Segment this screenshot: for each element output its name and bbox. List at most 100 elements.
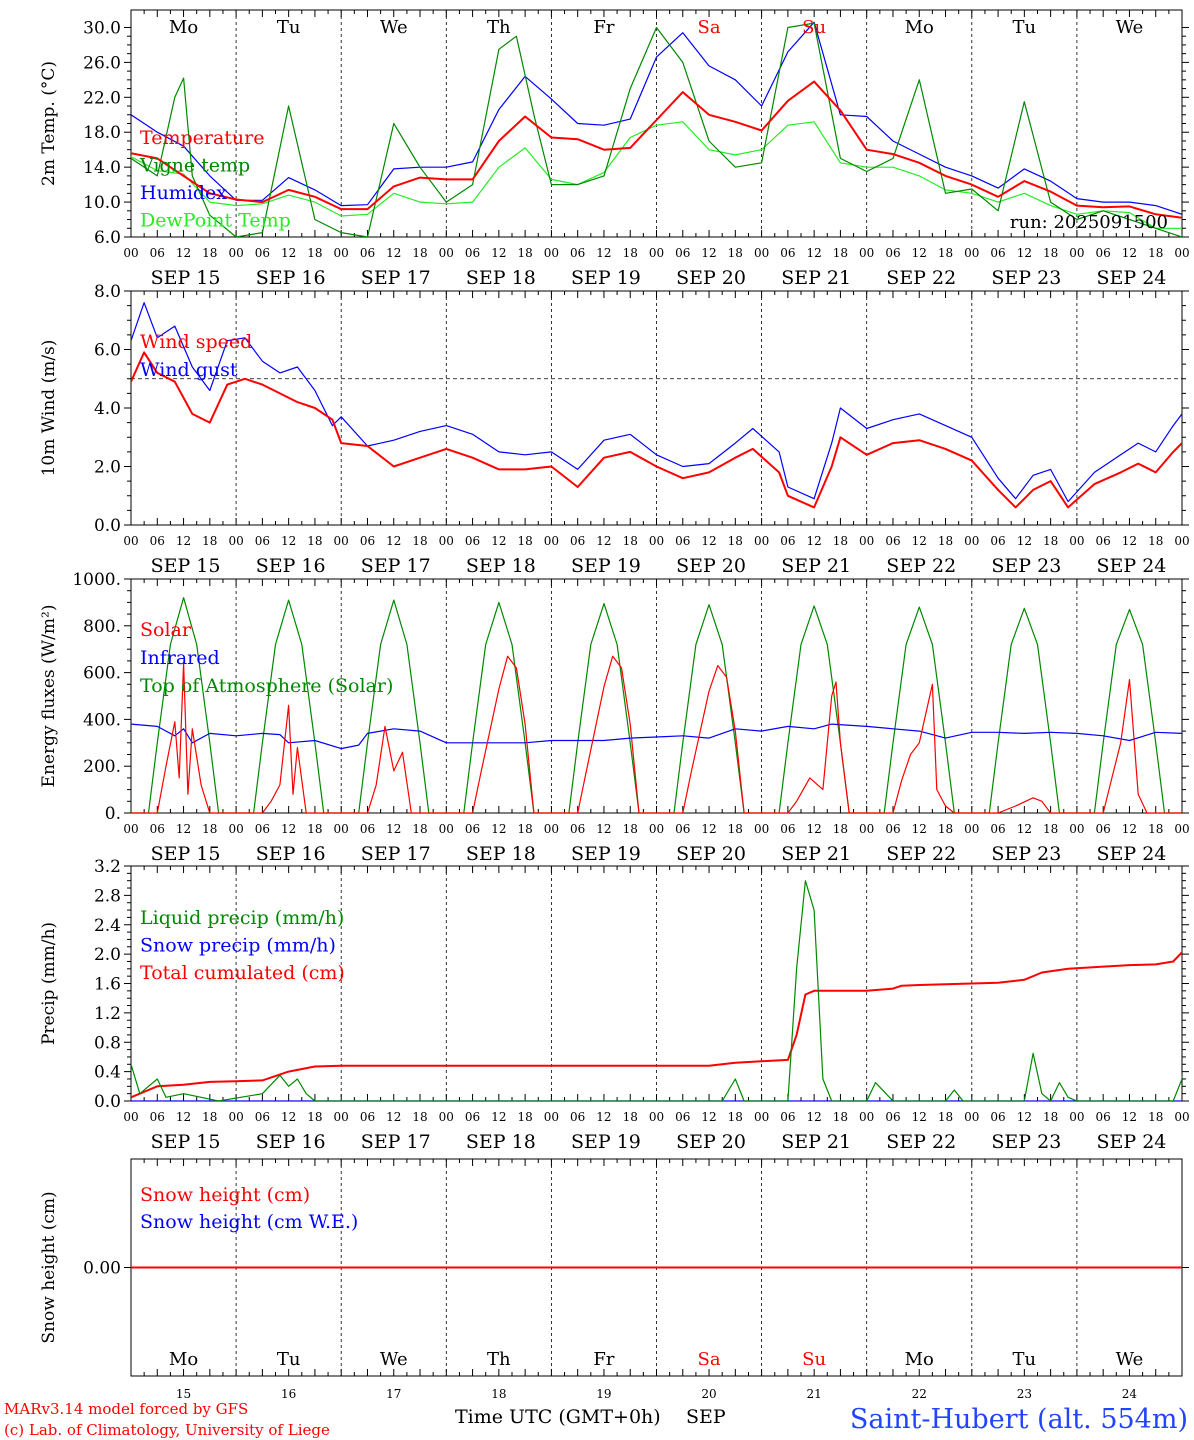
series-line (131, 80, 1182, 219)
hour-tick-label: 18 (1043, 246, 1058, 260)
date-label: SEP 24 (1097, 1131, 1167, 1153)
day-of-week-label: Mo (169, 1349, 198, 1370)
legend-entry: Liquid precip (mm/h) (140, 907, 344, 929)
y-tick-label: 30.0 (83, 18, 121, 38)
hour-tick-label: 00 (334, 1110, 349, 1124)
hour-tick-label: 00 (754, 246, 769, 260)
day-number-label: 20 (701, 1387, 716, 1401)
series-group (131, 597, 1182, 813)
day-of-week-label: We (1116, 1349, 1144, 1370)
hour-tick-label: 18 (1043, 534, 1058, 548)
y-tick-label: 2.0 (94, 945, 121, 965)
y-tick-label: 0.0 (94, 516, 121, 536)
day-number-label: 21 (807, 1387, 822, 1401)
y-tick-label: 6.0 (94, 341, 121, 361)
date-label: SEP 24 (1097, 843, 1167, 865)
station-title: Saint-Hubert (alt. 554m) (850, 1404, 1188, 1435)
hour-tick-label: 00 (228, 534, 243, 548)
y-tick-label: 0.00 (83, 1259, 121, 1279)
date-label: SEP 18 (466, 267, 536, 289)
date-label: SEP 24 (1097, 267, 1167, 289)
hour-tick-label: 12 (281, 1110, 296, 1124)
hour-tick-label: 00 (228, 246, 243, 260)
hour-tick-label: 00 (754, 534, 769, 548)
hour-tick-label: 18 (412, 534, 427, 548)
hour-tick-label: 12 (596, 534, 611, 548)
hour-tick-label: 12 (176, 534, 191, 548)
hour-tick-label: 00 (1069, 246, 1084, 260)
hour-tick-label: 18 (1148, 246, 1163, 260)
date-label: SEP 15 (151, 555, 221, 577)
hour-tick-label: 18 (1148, 1110, 1163, 1124)
y-tick-label: 6.0 (94, 228, 121, 248)
hour-tick-label: 06 (780, 822, 795, 836)
date-label: SEP 21 (781, 555, 851, 577)
hour-tick-label: 06 (150, 822, 165, 836)
day-of-week-label: Sa (698, 1349, 721, 1370)
y-tick-label: 600. (83, 664, 121, 684)
hour-tick-label: 00 (754, 1110, 769, 1124)
credit-line: (c) Lab. of Climatology, University of L… (4, 1421, 330, 1439)
y-tick-label: 2.8 (94, 886, 121, 906)
hour-tick-label: 18 (307, 1110, 322, 1124)
hour-tick-label: 00 (1069, 822, 1084, 836)
y-tick-label: 4.0 (94, 399, 121, 419)
date-label: SEP 16 (256, 1131, 326, 1153)
hour-tick-label: 00 (439, 1110, 454, 1124)
hour-tick-label: 00 (1174, 1110, 1189, 1124)
hour-tick-label: 00 (544, 246, 559, 260)
y-tick-label: 1.2 (94, 1004, 121, 1024)
hour-tick-label: 12 (912, 822, 927, 836)
date-label: SEP 16 (256, 555, 326, 577)
y-tick-label: 0.4 (94, 1063, 121, 1083)
date-label: SEP 18 (466, 555, 536, 577)
hour-tick-label: 06 (255, 534, 270, 548)
day-number-label: 19 (596, 1387, 611, 1401)
hour-tick-label: 12 (1017, 1110, 1032, 1124)
hour-tick-label: 18 (938, 1110, 953, 1124)
date-label: SEP 24 (1097, 555, 1167, 577)
day-number-label: 24 (1122, 1387, 1138, 1401)
hour-tick-label: 12 (1017, 534, 1032, 548)
hour-tick-label: 18 (517, 246, 532, 260)
series-group (131, 21, 1182, 237)
date-label: SEP 19 (571, 555, 641, 577)
day-of-week-label: Th (487, 1349, 511, 1370)
hour-tick-label: 12 (807, 534, 822, 548)
day-number-label: 22 (912, 1387, 927, 1401)
panel-3: 00 06 12 18 00 06 12 18 00 06 12 18 00 06 12 18 00 06 12 18… (39, 570, 1190, 865)
hour-tick-label: 06 (150, 1110, 165, 1124)
hour-tick-label: 18 (833, 822, 848, 836)
y-tick-label: 200. (83, 757, 121, 777)
hour-tick-label: 06 (675, 534, 690, 548)
hour-tick-label: 18 (938, 246, 953, 260)
hour-tick-label: 12 (1122, 822, 1137, 836)
hour-tick-label: 06 (360, 246, 375, 260)
hour-tick-label: 12 (176, 1110, 191, 1124)
hour-tick-label: 12 (701, 246, 716, 260)
legend-entry: Total cumulated (cm) (140, 962, 345, 984)
day-of-week-label: Tu (277, 1349, 301, 1370)
hour-tick-label: 18 (623, 246, 638, 260)
legend-entry: Solar (140, 619, 192, 641)
date-label: SEP 20 (676, 267, 746, 289)
hour-tick-label: 12 (176, 246, 191, 260)
run-label: run: 2025091500 (1010, 212, 1168, 233)
hour-tick-label: 00 (439, 822, 454, 836)
date-label: SEP 16 (256, 267, 326, 289)
hour-tick-label: 06 (990, 822, 1005, 836)
hour-tick-label: 00 (439, 534, 454, 548)
panel-4: 00 06 12 18 00 06 12 18 00 06 12 18 00 06 12 18 00 06 12 18… (39, 857, 1190, 1153)
date-label: SEP 22 (886, 267, 956, 289)
y-tick-label: 0. (105, 804, 121, 824)
hour-tick-label: 06 (360, 1110, 375, 1124)
hour-tick-label: 06 (1096, 246, 1111, 260)
date-label: SEP 15 (151, 843, 221, 865)
y-tick-label: 22.0 (83, 88, 121, 108)
hour-tick-label: 00 (1174, 822, 1189, 836)
date-label: SEP 16 (256, 843, 326, 865)
date-label: SEP 15 (151, 1131, 221, 1153)
hour-tick-label: 00 (649, 822, 664, 836)
date-label: SEP 18 (466, 1131, 536, 1153)
y-tick-label: 3.2 (94, 857, 121, 877)
